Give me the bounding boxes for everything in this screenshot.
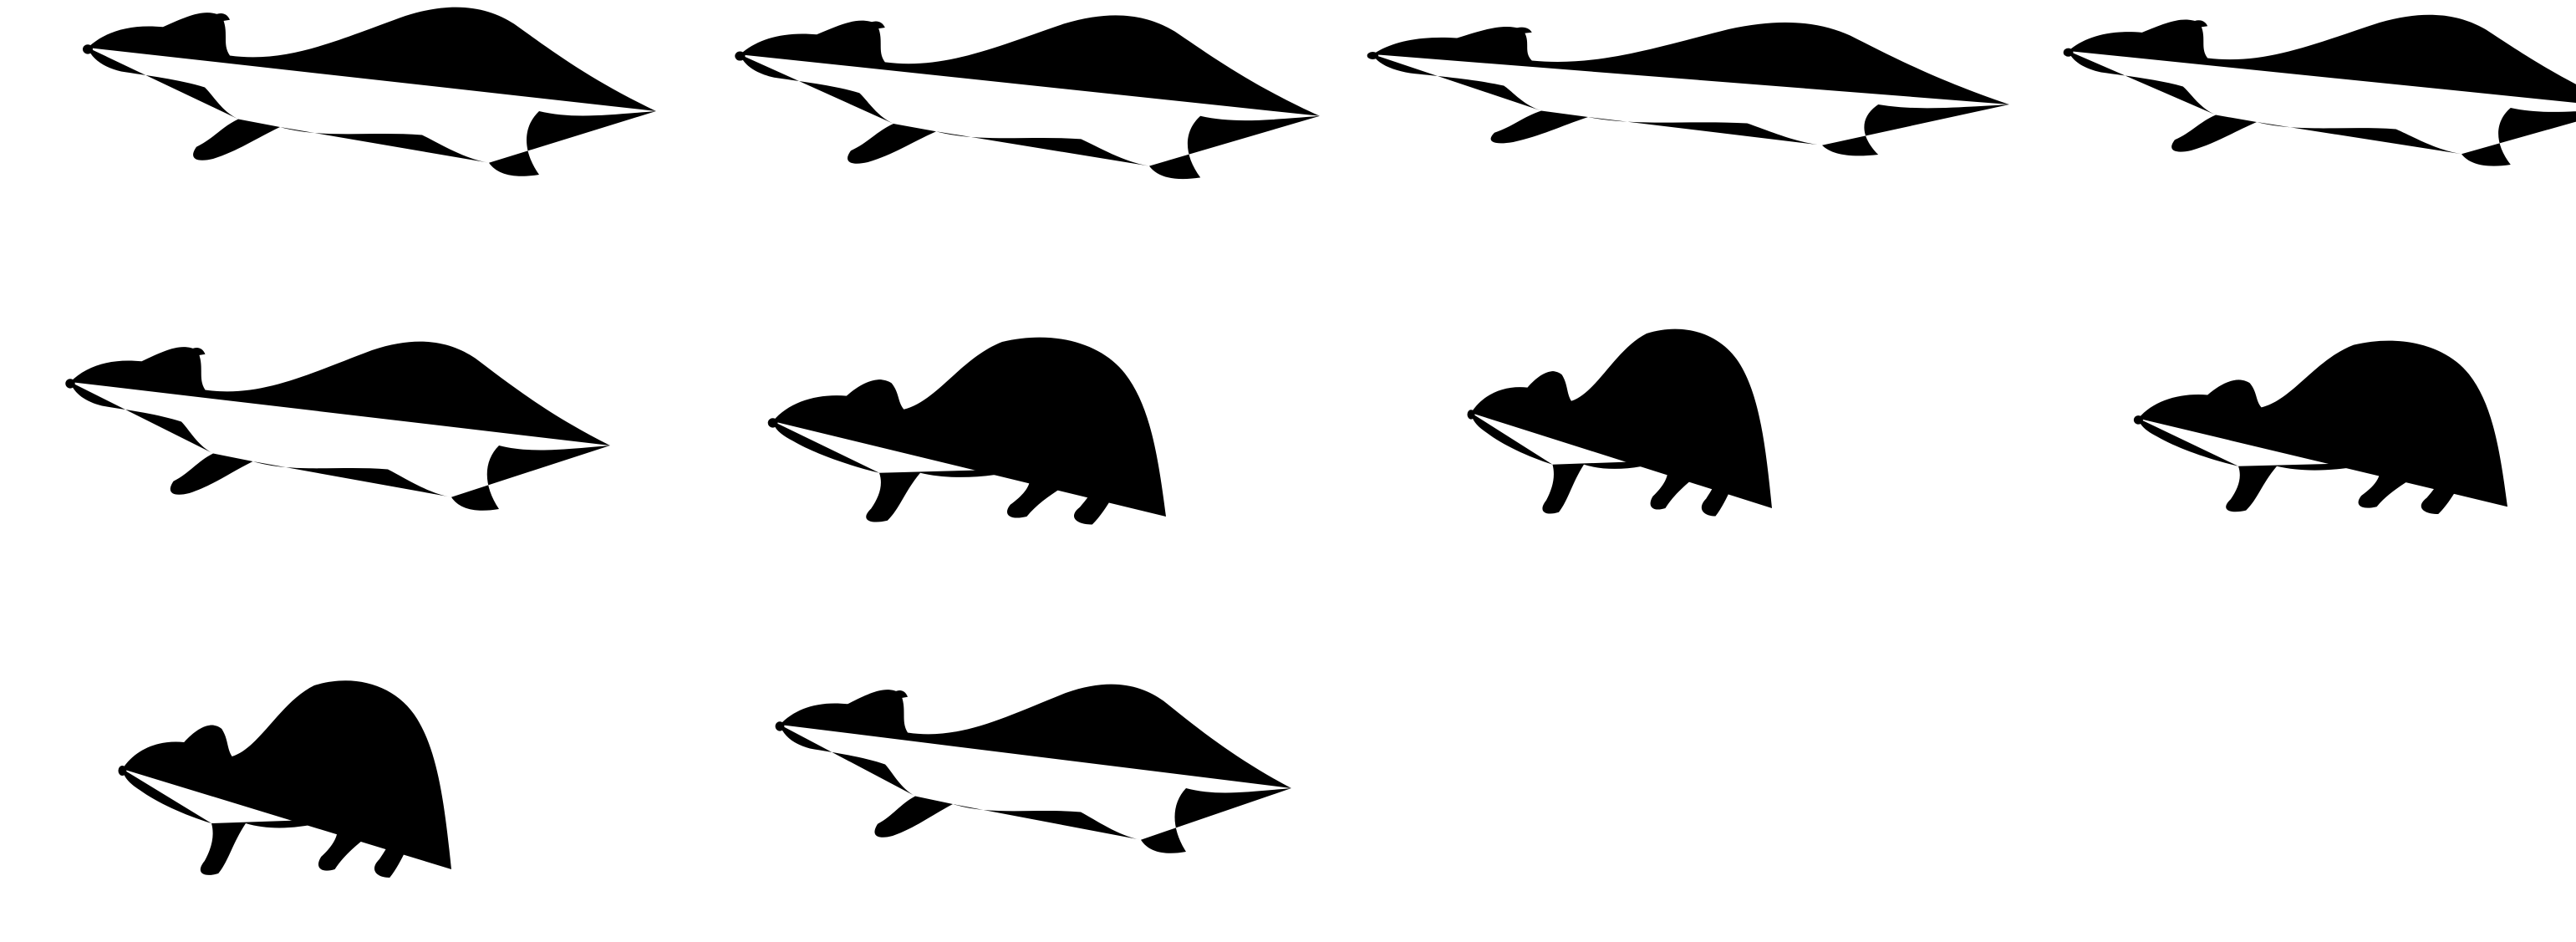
frame-5-marten-gather-tail-curled [65, 341, 611, 511]
frame-9-marten-push-off [118, 680, 452, 878]
frame-8-marten-crouch-bunched [2133, 340, 2507, 514]
frame-6-marten-arch [767, 337, 1166, 525]
frame-2-marten-reach-extended [735, 15, 1320, 180]
frame-10-marten-push-off-extended [775, 684, 1291, 853]
frame-3-marten-full-stretch [1367, 22, 2009, 156]
frame-7-marten-arch-high [1467, 328, 1772, 517]
frame-1-marten-reach [83, 7, 656, 176]
frame-4-marten-stretch-tail-up [2063, 14, 2576, 166]
